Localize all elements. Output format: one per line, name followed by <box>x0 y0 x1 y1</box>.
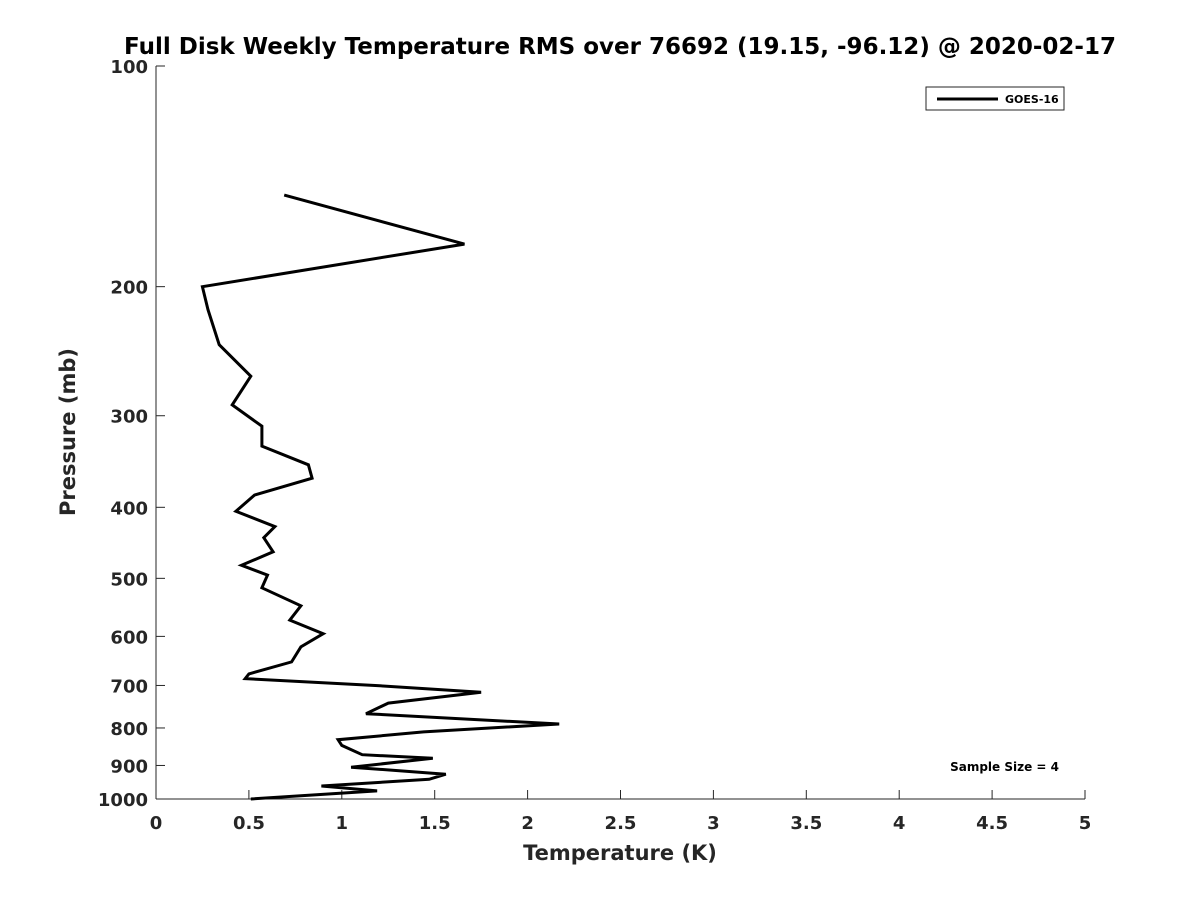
x-axis-label: Temperature (K) <box>523 841 717 865</box>
y-tick-label: 100 <box>110 57 148 78</box>
y-tick-label: 200 <box>110 278 148 299</box>
x-tick-label: 4.5 <box>976 813 1008 834</box>
x-tick-label: 1.5 <box>419 813 451 834</box>
x-ticks: 0 0.5 1 1.5 2 2.5 3 3.5 4 4.5 5 <box>150 790 1092 834</box>
legend-label: GOES-16 <box>1005 93 1059 106</box>
x-tick-label: 2 <box>521 813 534 834</box>
x-tick-label: 0.5 <box>233 813 265 834</box>
y-tick-label: 300 <box>110 407 148 428</box>
chart-title: Full Disk Weekly Temperature RMS over 76… <box>124 34 1116 60</box>
plot-area <box>156 66 1085 799</box>
x-tick-label: 4 <box>893 813 906 834</box>
x-tick-label: 3.5 <box>790 813 822 834</box>
x-tick-label: 3 <box>707 813 720 834</box>
sample-size-annotation: Sample Size = 4 <box>950 760 1059 774</box>
y-axis-label: Pressure (mb) <box>56 348 80 516</box>
y-tick-label: 900 <box>110 756 148 777</box>
y-ticks: 100 200 300 400 500 600 700 800 900 1000 <box>98 57 165 811</box>
y-tick-label: 700 <box>110 676 148 697</box>
y-tick-label: 800 <box>110 719 148 740</box>
y-tick-label: 400 <box>110 498 148 519</box>
x-tick-label: 2.5 <box>605 813 637 834</box>
y-tick-label: 600 <box>110 627 148 648</box>
y-tick-label: 1000 <box>98 790 148 811</box>
series-line-goes-16 <box>200 193 560 801</box>
series-layer <box>200 193 560 801</box>
y-tick-label: 500 <box>110 569 148 590</box>
legend: GOES-16 <box>925 86 1065 111</box>
x-tick-label: 1 <box>336 813 349 834</box>
x-tick-label: 5 <box>1079 813 1092 834</box>
x-tick-label: 0 <box>150 813 163 834</box>
